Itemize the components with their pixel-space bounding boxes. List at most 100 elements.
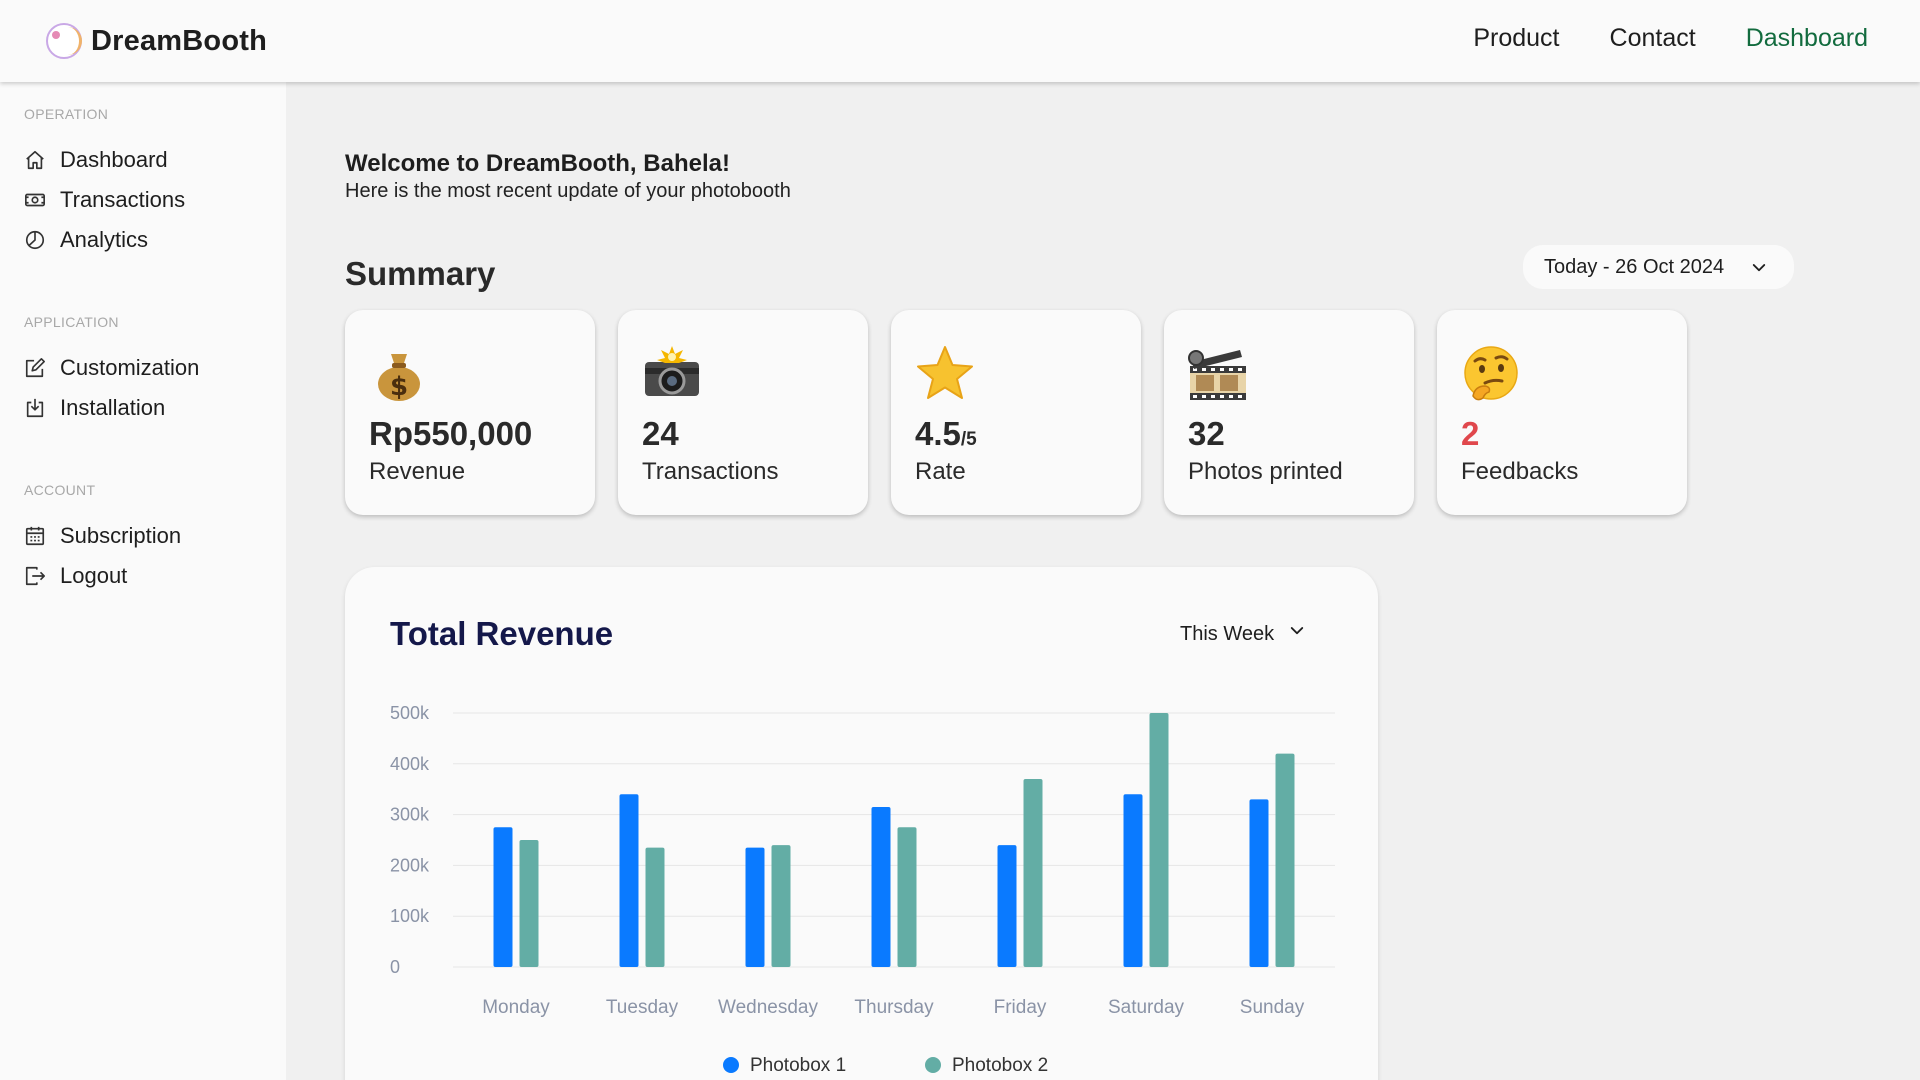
bar-photobox-2-friday (1023, 779, 1043, 967)
photos-card: 32 Photos printed (1164, 310, 1414, 515)
y-tick-label: 200k (390, 855, 430, 875)
y-tick-label: 100k (390, 906, 430, 926)
bar-photobox-1-tuesday (619, 794, 639, 967)
legend-swatch (723, 1057, 739, 1073)
summary-title: Summary (345, 255, 496, 292)
rate-value: 4.5/5 (915, 415, 977, 453)
money-bag-icon: $ (369, 344, 429, 404)
rate-label: Rate (915, 458, 966, 485)
period-dropdown[interactable]: This Week (1180, 622, 1306, 646)
sidebar: OPERATION Dashboard Transactions Analyti… (0, 82, 286, 1080)
nav-dashboard-link[interactable]: Dashboard (1745, 24, 1868, 52)
legend-swatch (925, 1057, 941, 1073)
revenue-label: Revenue (369, 458, 466, 485)
sidebar-item-analytics[interactable]: Analytics (24, 220, 185, 260)
y-tick-label: 500k (390, 703, 430, 723)
sidebar-item-label: Installation (60, 395, 166, 420)
sidebar-heading: APPLICATION (24, 314, 119, 330)
camera-flash-icon (642, 344, 702, 404)
bar-photobox-2-thursday (897, 827, 917, 967)
rate-number: 4.5 (915, 415, 961, 452)
bar-photobox-1-thursday (871, 806, 891, 967)
logo-icon (46, 23, 82, 59)
money-icon (24, 189, 46, 211)
sidebar-item-installation[interactable]: Installation (24, 388, 199, 428)
sidebar-item-transactions[interactable]: Transactions (24, 180, 185, 220)
sidebar-item-label: Dashboard (60, 147, 168, 172)
brand-logo[interactable]: DreamBooth (46, 22, 267, 60)
bar-photobox-1-saturday (1123, 794, 1143, 967)
logout-icon (24, 565, 46, 587)
star-icon (915, 344, 975, 404)
feedbacks-card: 2 Feedbacks (1437, 310, 1687, 515)
bar-photobox-1-sunday (1249, 799, 1269, 967)
bar-photobox-2-saturday (1149, 713, 1169, 967)
sidebar-item-label: Analytics (60, 227, 149, 252)
legend-label: Photobox 2 (952, 1055, 1048, 1076)
y-tick-label: 0 (390, 957, 400, 977)
bar-photobox-2-sunday (1275, 753, 1295, 967)
bar-photobox-2-wednesday (771, 845, 791, 967)
calendar-icon (24, 525, 46, 547)
total-revenue-title: Total Revenue (390, 615, 614, 652)
sidebar-item-label: Subscription (60, 523, 182, 548)
y-tick-label: 300k (390, 805, 430, 825)
feedbacks-value: 2 (1461, 415, 1480, 452)
feedbacks-label: Feedbacks (1461, 458, 1579, 485)
nav-product-link[interactable]: Product (1473, 24, 1560, 52)
revenue-card: $ Rp550,000 Revenue (345, 310, 595, 515)
legend-label: Photobox 1 (750, 1055, 846, 1076)
home-icon (24, 149, 46, 171)
total-revenue-panel: Total Revenue This Week 0 100k 200k 300k 400… (345, 567, 1378, 1080)
photos-label: Photos printed (1188, 458, 1343, 485)
x-tick-label: Tuesday (606, 997, 679, 1018)
x-tick-label: Saturday (1108, 997, 1185, 1018)
chevron-down-icon (1288, 622, 1306, 646)
transactions-label: Transactions (642, 458, 779, 485)
sidebar-item-logout[interactable]: Logout (24, 556, 181, 596)
bar-photobox-1-wednesday (745, 847, 765, 967)
date-filter-dropdown[interactable]: Today - 26 Oct 2024 (1523, 245, 1794, 289)
x-tick-label: Sunday (1240, 997, 1305, 1018)
chevron-down-icon (1750, 259, 1768, 283)
rate-suffix: /5 (960, 429, 977, 450)
sidebar-item-label: Customization (60, 355, 200, 380)
sidebar-item-label: Transactions (60, 187, 186, 212)
y-tick-label: 400k (390, 754, 430, 774)
top-navbar: DreamBooth Product Contact Dashboard (0, 0, 1920, 82)
x-tick-label: Wednesday (718, 997, 818, 1018)
x-tick-label: Monday (482, 997, 550, 1018)
sidebar-section-account: ACCOUNT Subscription Logout (24, 482, 181, 596)
revenue-value: Rp550,000 (369, 415, 533, 452)
film-reel-icon (1188, 344, 1248, 404)
sidebar-item-customization[interactable]: Customization (24, 348, 199, 388)
bar-photobox-1-friday (997, 845, 1017, 967)
brand-name: DreamBooth (91, 24, 268, 57)
transactions-card: 24 Transactions (618, 310, 868, 515)
photos-value: 32 (1188, 415, 1225, 452)
sidebar-section-operation: OPERATION Dashboard Transactions Analyti… (24, 106, 185, 260)
welcome-title: Welcome to DreamBooth, Bahela! (345, 150, 730, 177)
sidebar-section-application: APPLICATION Customization Installation (24, 314, 199, 428)
edit-icon (24, 357, 46, 379)
rate-card: 4.5/5 Rate (891, 310, 1141, 515)
thinking-face-icon (1461, 344, 1521, 404)
sidebar-heading: OPERATION (24, 106, 109, 122)
top-nav: Product Contact Dashboard (1473, 24, 1868, 53)
transactions-value: 24 (642, 415, 679, 452)
svg-text:$: $ (390, 372, 408, 402)
x-tick-label: Friday (994, 997, 1047, 1018)
bar-photobox-2-tuesday (645, 847, 665, 967)
date-filter-value: Today - 26 Oct 2024 (1544, 255, 1725, 278)
nav-contact-link[interactable]: Contact (1609, 24, 1696, 52)
bar-photobox-2-monday (519, 840, 539, 967)
period-dropdown-value: This Week (1180, 622, 1275, 645)
sidebar-item-label: Logout (60, 563, 128, 588)
x-tick-label: Thursday (854, 997, 934, 1018)
sidebar-item-subscription[interactable]: Subscription (24, 516, 181, 556)
download-icon (24, 397, 46, 419)
sidebar-item-dashboard[interactable]: Dashboard (24, 140, 185, 180)
welcome-subtitle: Here is the most recent update of your p… (345, 180, 791, 202)
pie-chart-icon (24, 229, 46, 251)
bar-photobox-1-monday (493, 827, 513, 967)
